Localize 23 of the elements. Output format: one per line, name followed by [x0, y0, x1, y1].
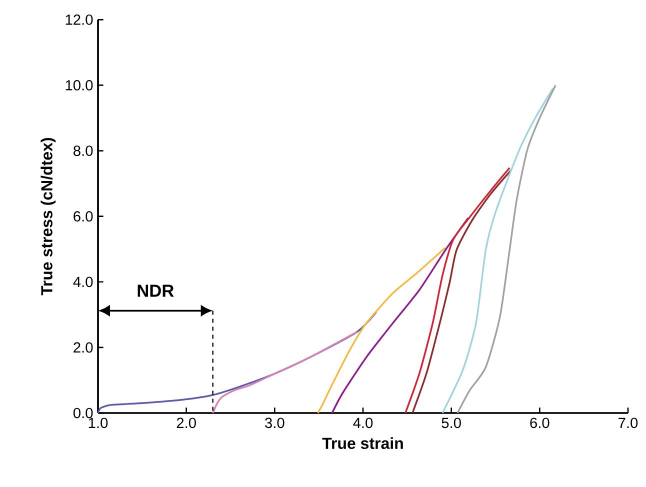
y-tick-label: 4.0	[73, 276, 93, 288]
x-tick-label: 6.0	[530, 418, 550, 428]
y-axis-title: True stress (cN/dtex)	[40, 138, 56, 296]
line-series	[331, 217, 469, 414]
line-series	[212, 331, 358, 414]
y-tick-label: 2.0	[74, 342, 93, 353]
x-tick-label: 4.0	[353, 418, 373, 428]
x-tick-label: 3.0	[265, 418, 284, 428]
line-series	[442, 88, 554, 414]
x-tick-label: 2.0	[176, 418, 196, 428]
x-tick-label: 5.0	[442, 418, 461, 428]
line-series	[456, 84, 556, 414]
line-series	[317, 246, 446, 414]
y-tick-label: 12.0	[66, 14, 93, 25]
y-tick-label: 10.0	[66, 80, 93, 90]
x-axis-title: True strain	[322, 437, 403, 449]
y-tick-label: 8.0	[74, 146, 93, 156]
y-tick-label: 6.0	[74, 211, 93, 222]
line-series	[97, 311, 378, 414]
x-tick-label: 1.0	[88, 418, 108, 428]
y-tick-label: 0.0	[73, 408, 93, 418]
annotation: NDR	[138, 284, 174, 297]
x-tick-label: 7.0	[618, 418, 638, 428]
